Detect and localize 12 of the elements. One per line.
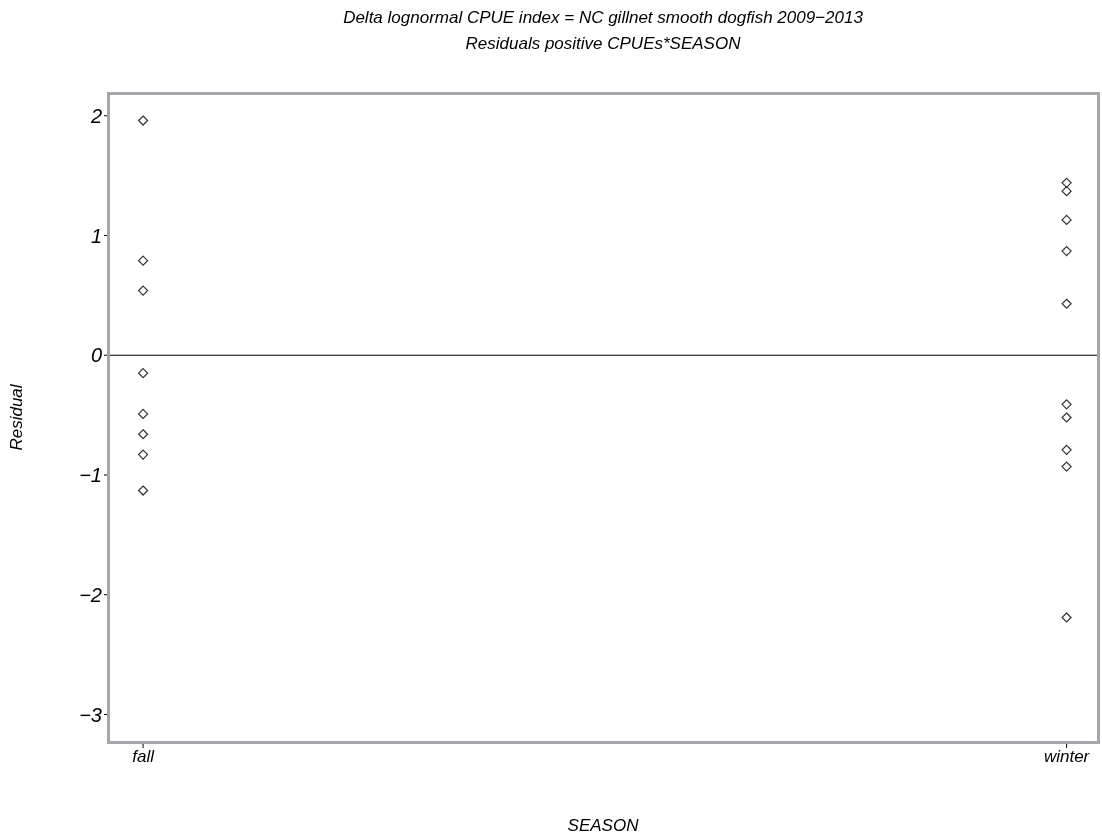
y-tick-label: 0 — [90, 344, 102, 367]
y-tick-label: −3 — [79, 703, 102, 726]
chart-subtitle: Residuals positive CPUEs*SEASON — [464, 34, 742, 54]
y-tick-label: 2 — [89, 104, 102, 127]
y-tick-label: 1 — [90, 224, 102, 247]
y-tick-label: −2 — [79, 583, 102, 606]
x-axis-title: SEASON — [567, 816, 640, 833]
x-tick-label: winter — [1043, 747, 1091, 767]
x-tick-label: fall — [132, 747, 156, 767]
y-axis-title: Residual — [7, 383, 27, 451]
chart-title: Delta lognormal CPUE index = NC gillnet smooth dogfish 2009−2013 — [342, 8, 864, 28]
y-tick-label: −1 — [79, 464, 102, 487]
